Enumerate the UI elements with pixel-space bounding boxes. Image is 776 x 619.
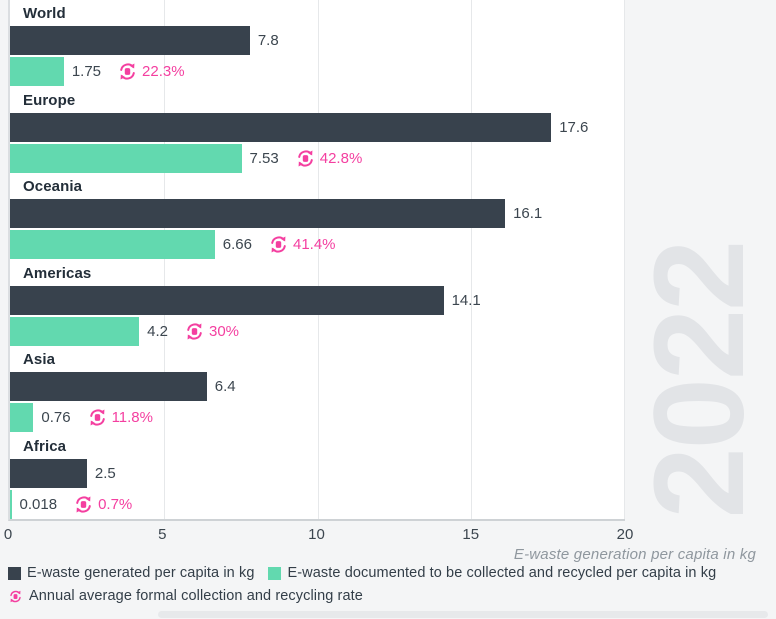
recycled-bar [10, 143, 242, 173]
region-label: Europe [23, 91, 76, 109]
x-tick: 0 [3, 526, 13, 543]
x-tick: 20 [616, 526, 634, 543]
year-watermark: 2022 [628, 241, 771, 519]
recycling-rate-icon [73, 494, 94, 515]
generated-value: 16.1 [513, 205, 543, 222]
legend-label-recycled: E-waste documented to be collected and r… [287, 565, 717, 581]
plot-area: World 7.8 1.75 22.3% Eur [8, 0, 625, 521]
recycling-rate-value: 41.4% [292, 236, 336, 253]
recycled-bar [10, 230, 215, 259]
horizontal-scrollbar-thumb[interactable] [158, 611, 768, 618]
generated-value: 7.8 [257, 32, 279, 49]
recycling-rate-icon [87, 407, 108, 428]
generated-bar [10, 372, 207, 401]
generated-value: 14.1 [451, 291, 481, 309]
x-axis-ticks: 0 5 10 15 20 [4, 526, 634, 544]
region-label: Oceania [23, 178, 83, 195]
generated-bar [10, 26, 250, 55]
generated-value: 6.4 [214, 378, 236, 395]
legend-swatch-recycled [268, 566, 282, 580]
recycled-bar [10, 403, 34, 432]
recycling-rate-icon [184, 321, 205, 342]
recycling-rate-value: 42.8% [319, 149, 363, 167]
legend-item-generated: E-waste generated per capita in kg [8, 565, 254, 581]
recycling-rate-icon [268, 234, 289, 255]
x-axis-title: E-waste generation per capita in kg [513, 546, 756, 563]
recycling-rate-value: 0.7% [98, 495, 133, 513]
gridline-5 [163, 0, 165, 519]
recycled-value: 4.2 [147, 322, 168, 340]
gridline-20 [624, 0, 625, 519]
legend-item-recycled: E-waste documented to be collected and r… [268, 565, 716, 581]
generated-bar [10, 285, 444, 315]
legend-row-1: E-waste generated per capita in kg E-was… [8, 565, 716, 581]
recycled-bar [10, 316, 140, 346]
legend-label-rate: Annual average formal collection and rec… [29, 588, 363, 604]
recycled-value: 0.76 [41, 409, 71, 426]
region-label: Americas [23, 264, 92, 282]
gridline-15 [471, 0, 473, 519]
generated-value: 2.5 [94, 464, 116, 482]
recycled-value: 1.75 [71, 63, 102, 80]
generated-bar [10, 199, 506, 228]
region-label: Asia [23, 351, 56, 368]
gridline-10 [317, 0, 319, 519]
category-group: Asia 6.4 0.76 11.8% [10, 346, 625, 433]
recycled-bar [10, 489, 12, 519]
category-group: Europe 17.6 7.53 42.8% [10, 87, 625, 174]
recycling-rate-value: 11.8% [111, 409, 153, 426]
legend-label-generated: E-waste generated per capita in kg [27, 565, 255, 581]
region-label: World [23, 5, 66, 22]
recycling-rate-icon [117, 61, 138, 82]
recycling-rate-value: 30% [209, 322, 240, 340]
recycling-rate-legend-icon [8, 589, 23, 604]
generated-bar [10, 458, 87, 488]
legend-row-2: Annual average formal collection and rec… [8, 588, 363, 604]
recycled-value: 7.53 [249, 149, 279, 167]
category-group: Oceania 16.1 6.66 41.4% [10, 173, 625, 260]
x-tick: 5 [158, 526, 167, 543]
recycled-bar [10, 57, 64, 86]
generated-value: 17.6 [559, 118, 589, 136]
x-tick: 15 [462, 526, 480, 543]
category-group: Americas 14.1 4.2 30% [10, 260, 625, 347]
generated-bar [10, 112, 552, 142]
legend-item-rate: Annual average formal collection and rec… [8, 588, 363, 604]
category-group: Africa 2.5 0.018 0.7% [10, 433, 625, 520]
x-tick: 10 [308, 526, 325, 543]
category-group: World 7.8 1.75 22.3% [10, 0, 625, 87]
recycling-rate-value: 22.3% [142, 63, 185, 80]
recycling-rate-icon [295, 148, 316, 169]
chart-rows: World 7.8 1.75 22.3% Eur [10, 0, 625, 519]
legend-swatch-generated [8, 566, 21, 580]
region-label: Africa [23, 437, 67, 455]
recycled-value: 0.018 [19, 495, 58, 513]
recycled-value: 6.66 [222, 236, 252, 253]
